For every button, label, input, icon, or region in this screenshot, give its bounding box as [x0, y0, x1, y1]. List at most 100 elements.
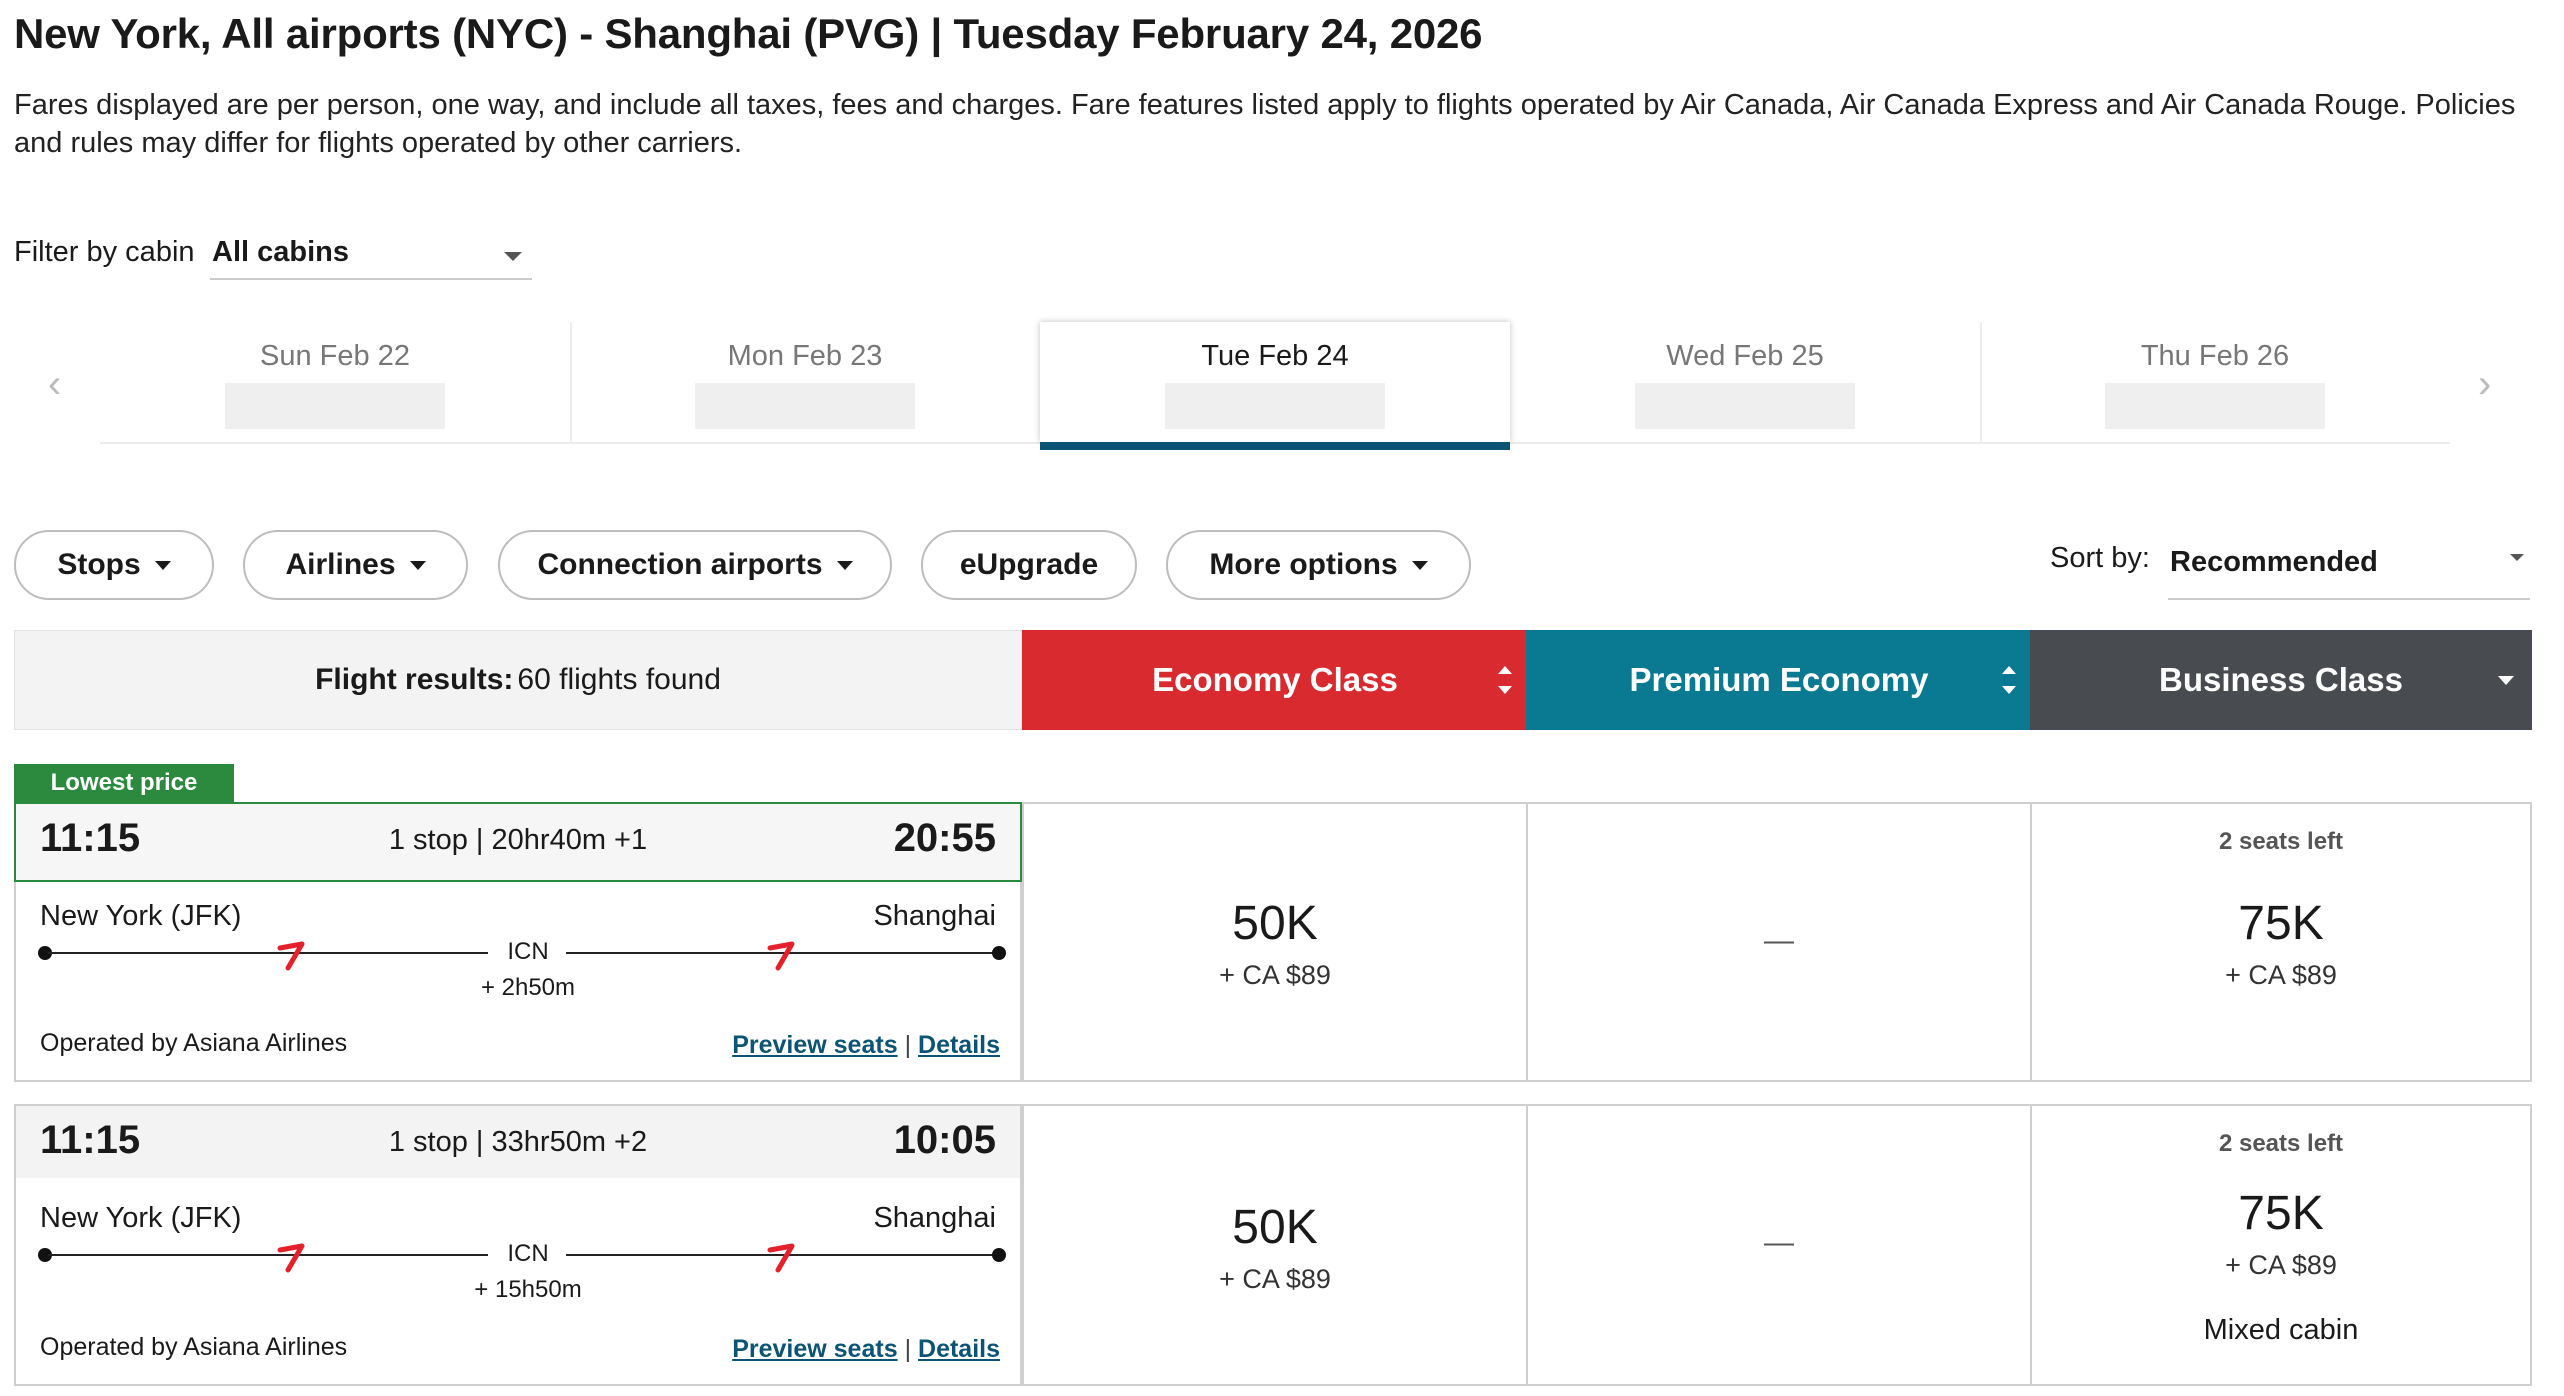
date-tab-mon-feb-23[interactable]: Mon Feb 23	[570, 322, 1040, 442]
date-prev-icon[interactable]: ‹	[48, 362, 62, 406]
link-separator: |	[904, 1031, 912, 1059]
seats-left: 2 seats left	[2218, 1130, 2344, 1157]
premium-economy-header[interactable]: Premium Economy	[1526, 630, 2032, 730]
flight-stops-duration: 1 stop | 33hr50m +2	[388, 1126, 648, 1158]
origin-airport: New York (JFK)	[40, 900, 242, 932]
date-tab-wed-feb-25[interactable]: Wed Feb 25	[1510, 322, 1982, 442]
fare-cash: + CA $89	[1219, 960, 1331, 990]
results-label: Flight results:	[315, 663, 514, 696]
chevron-down-icon	[2498, 676, 2514, 685]
destination-city: Shanghai	[873, 1202, 996, 1234]
chevron-down-icon	[836, 560, 853, 570]
arrival-time: 20:55	[893, 816, 996, 860]
premium-fare-cell: —	[1526, 802, 2032, 1082]
flight-links: Preview seats | Details	[732, 1031, 1000, 1060]
stops-label: Stops	[57, 548, 141, 581]
preview-seats-link[interactable]: Preview seats	[732, 1031, 898, 1059]
fare-cash: + CA $89	[2225, 1250, 2337, 1280]
business-fare-cell[interactable]: 2 seats left 75K + CA $89 Mixed cabin	[2030, 1104, 2532, 1386]
eupgrade-label: eUpgrade	[959, 548, 1099, 581]
eupgrade-filter-button[interactable]: eUpgrade	[921, 530, 1137, 600]
more-options-label: More options	[1209, 548, 1398, 581]
origin-airport: New York (JFK)	[40, 1202, 242, 1234]
results-summary: Flight results: 60 flights found	[14, 630, 1022, 730]
price-placeholder	[695, 383, 915, 429]
fare-points: 75K	[2238, 1187, 2324, 1240]
destination-dot-icon	[992, 1248, 1006, 1262]
sort-arrows-icon	[2002, 666, 2016, 694]
destination-dot-icon	[992, 946, 1006, 960]
economy-class-header[interactable]: Economy Class	[1022, 630, 1528, 730]
date-carousel: Sun Feb 22 Mon Feb 23 Tue Feb 24 Wed Feb…	[100, 322, 2450, 450]
flight-links: Preview seats | Details	[732, 1335, 1000, 1364]
premium-fare-cell: —	[1526, 1104, 2032, 1386]
departure-time: 11:15	[40, 1118, 141, 1162]
route-diagram: ICN + 2h50m	[38, 938, 1006, 1026]
chevron-down-icon	[504, 252, 522, 261]
results-count: 60 flights found	[517, 663, 721, 696]
destination-city: Shanghai	[873, 900, 996, 932]
business-fare-cell[interactable]: 2 seats left 75K + CA $89	[2030, 802, 2532, 1082]
fare-points: 75K	[2238, 897, 2324, 950]
fare-points: 50K	[1232, 1201, 1318, 1254]
link-separator: |	[904, 1335, 912, 1363]
chevron-down-icon	[154, 560, 171, 570]
flight-card[interactable]: 11:15 1 stop | 33hr50m +2 10:05 New York…	[14, 1104, 1022, 1386]
details-link[interactable]: Details	[918, 1335, 1000, 1363]
fare-cash: + CA $89	[1219, 1264, 1331, 1294]
flight-row: 11:15 1 stop | 20hr40m +1 20:55 New York…	[14, 802, 2532, 1082]
cabin-name: Business Class	[2159, 661, 2403, 698]
chevron-down-icon	[2510, 554, 2524, 561]
lowest-price-badge: Lowest price	[14, 764, 234, 802]
route-line	[48, 1254, 488, 1256]
page-title: New York, All airports (NYC) - Shanghai …	[14, 10, 1483, 57]
flight-row: 11:15 1 stop | 33hr50m +2 10:05 New York…	[14, 1104, 2532, 1386]
economy-fare-cell[interactable]: 50K + CA $89	[1022, 802, 1528, 1082]
origin-dot-icon	[38, 946, 52, 960]
date-label: Tue Feb 24	[1201, 340, 1349, 372]
route-line	[566, 1254, 998, 1256]
flight-times-band	[14, 802, 1022, 882]
fare-disclaimer: Fares displayed are per person, one way,…	[14, 89, 2516, 159]
airlines-filter-button[interactable]: Airlines	[243, 530, 468, 600]
connection-airports-filter-button[interactable]: Connection airports	[498, 530, 892, 600]
date-next-icon[interactable]: ›	[2478, 362, 2492, 406]
fare-unavailable: —	[1764, 924, 1794, 957]
flight-stops-duration: 1 stop | 20hr40m +1	[388, 824, 648, 856]
layover-duration: + 2h50m	[480, 974, 576, 1001]
chevron-down-icon	[1411, 560, 1428, 570]
filter-cabin-label: Filter by cabin	[14, 236, 195, 268]
price-placeholder	[225, 383, 445, 429]
preview-seats-link[interactable]: Preview seats	[732, 1335, 898, 1363]
date-label: Wed Feb 25	[1666, 340, 1824, 372]
more-options-button[interactable]: More options	[1166, 530, 1471, 600]
sort-select[interactable]: Recommended	[2168, 534, 2530, 600]
date-label: Thu Feb 26	[2140, 340, 2290, 372]
operated-by: Operated by Asiana Airlines	[40, 1029, 348, 1057]
price-placeholder	[1165, 383, 1385, 429]
asiana-logo-icon	[767, 1243, 795, 1273]
details-link[interactable]: Details	[918, 1031, 1000, 1059]
stops-filter-button[interactable]: Stops	[14, 530, 214, 600]
sort-arrows-icon	[1498, 666, 1512, 694]
sort-label: Sort by:	[2050, 542, 2150, 574]
connection-airports-label: Connection airports	[537, 548, 823, 581]
flight-card[interactable]: 11:15 1 stop | 20hr40m +1 20:55 New York…	[14, 802, 1022, 1082]
price-placeholder	[1635, 383, 1855, 429]
departure-time: 11:15	[40, 816, 141, 860]
asiana-logo-icon	[277, 941, 305, 971]
date-tab-tue-feb-24[interactable]: Tue Feb 24	[1040, 322, 1510, 450]
connection-airport: ICN	[507, 1240, 549, 1267]
cabin-name: Premium Economy	[1629, 661, 1929, 698]
date-tab-sun-feb-22[interactable]: Sun Feb 22	[100, 322, 572, 442]
business-class-header[interactable]: Business Class	[2030, 630, 2532, 730]
operated-by: Operated by Asiana Airlines	[40, 1333, 348, 1361]
economy-fare-cell[interactable]: 50K + CA $89	[1022, 1104, 1528, 1386]
date-label: Mon Feb 23	[727, 340, 883, 372]
date-tab-thu-feb-26[interactable]: Thu Feb 26	[1980, 322, 2450, 442]
date-label: Sun Feb 22	[260, 340, 410, 372]
filter-cabin-select[interactable]: All cabins	[210, 232, 532, 280]
origin-dot-icon	[38, 1248, 52, 1262]
mixed-cabin-note: Mixed cabin	[2203, 1314, 2359, 1346]
fare-unavailable: —	[1764, 1226, 1794, 1259]
